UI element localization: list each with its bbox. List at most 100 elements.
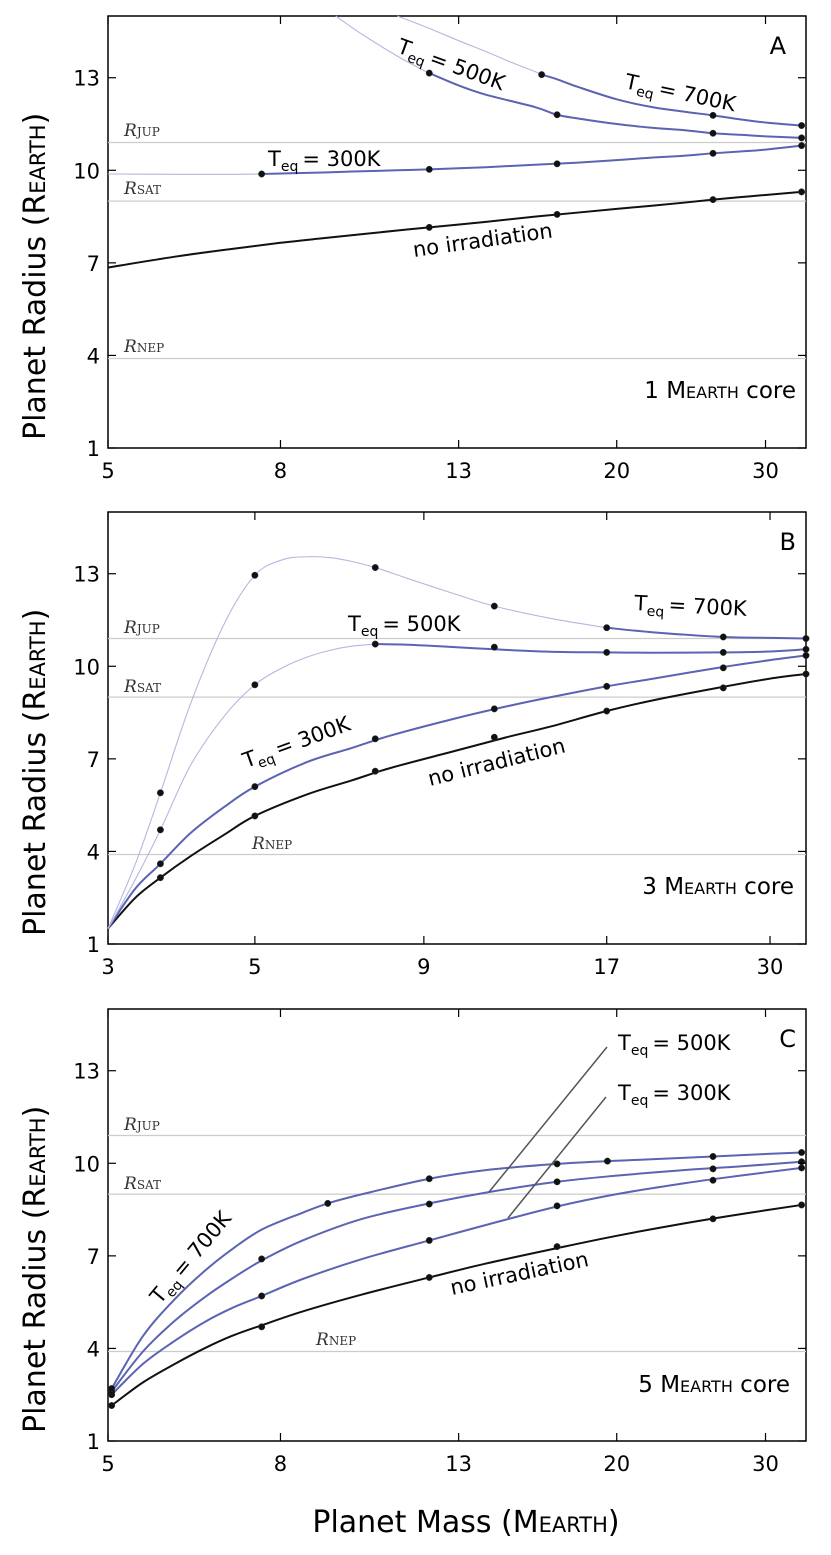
panel-c-teq-500k-point xyxy=(425,1200,433,1208)
panel-c-x-tick-label: 8 xyxy=(274,1452,287,1476)
panel-b-y-axis-title: Planet Radius (REARTH) xyxy=(18,609,53,936)
panel-a-teq-500k-thin-curve xyxy=(335,15,430,74)
panel-c-teq-700k-curve xyxy=(110,1151,802,1390)
panel-b-no-irradiation-point xyxy=(802,670,810,678)
panel-b-teq-700k-curve xyxy=(606,626,807,640)
panel-a-x-tick-label: 30 xyxy=(752,459,779,483)
panel-b-teq-500k-point xyxy=(251,681,259,689)
panel-c-y-axis-title: Planet Radius (REARTH) xyxy=(18,1106,53,1433)
panel-b-no-irradiation-point xyxy=(156,874,164,882)
panel-b-rsat-label: RSAT xyxy=(123,677,161,697)
panel-a-teq-700k-point xyxy=(798,122,806,129)
panel-c-y-tick-label: 7 xyxy=(87,1245,100,1269)
panel-c-ticks: 5 8 13 20 30 1 4 7 10 13 xyxy=(73,1009,806,1476)
panel-a-teq300-label: Teq = 300K xyxy=(267,147,382,175)
panel-b-teq-700k-point xyxy=(719,633,727,641)
panel-b-teq-500k-point xyxy=(802,645,810,653)
panel-a-teq-500k-curve xyxy=(428,72,802,139)
panel-a-no-irradiation-point xyxy=(798,188,806,196)
panel-c-x-tick-label: 13 xyxy=(445,1452,472,1476)
panel-b-teq-500k-curve xyxy=(375,643,807,654)
panel-b-no-irradiation-point xyxy=(371,767,379,775)
panel-c-teq-700k-point xyxy=(798,1149,806,1156)
panel-b-teq500-label: Teq = 500K xyxy=(347,612,462,640)
panel-a-x-tick-label: 13 xyxy=(445,459,472,483)
panel-a-teq500-label: Teq= 500K xyxy=(392,34,509,100)
panel-c-teq300-leader-line xyxy=(507,1096,607,1219)
panel-b-teq-700k-point xyxy=(156,789,164,797)
panel-b-teq-300k-point xyxy=(719,664,727,672)
panel-c-teq-300k-point xyxy=(798,1164,806,1172)
panel-b-teq-700k-point xyxy=(251,571,259,579)
panel-b-noirr-label: no irradiation xyxy=(425,734,567,791)
panel-b-teq-300k-point xyxy=(802,652,810,659)
panel-b-teq-500k-point xyxy=(719,648,727,656)
panel-b-x-tick-label: 17 xyxy=(593,955,620,979)
panel-b-teq-300k-curve xyxy=(107,654,807,930)
panel-a-ticks: 5 8 13 20 30 1 4 7 10 13 xyxy=(73,16,806,483)
panel-b-teq-500k-point xyxy=(156,826,164,834)
panel-c-teq-500k-point xyxy=(258,1255,266,1263)
panel-b-ticks: 3 5 9 17 30 1 4 7 10 13 xyxy=(73,512,806,979)
panel-a-teq-500k-point xyxy=(553,111,561,119)
panel-b-frame xyxy=(107,511,807,945)
panel-a-teq700-label: Teq= 700K xyxy=(621,69,739,120)
panel-b-x-tick-label: 9 xyxy=(417,955,430,979)
panel-b-y-tick-label: 10 xyxy=(73,655,100,679)
panel-c-x-tick-label: 5 xyxy=(101,1452,114,1476)
panel-b-teq-700k-point xyxy=(802,635,810,642)
panel-c-noirr-label: no irradiation xyxy=(448,1247,591,1300)
panel-c-y-tick-label: 1 xyxy=(87,1430,100,1454)
panel-c-no-irradiation-point xyxy=(258,1323,266,1331)
panel-a-teq-500k-point xyxy=(709,129,717,137)
panel-a-letter: A xyxy=(770,32,787,60)
panel-a: 5 8 13 20 30 1 4 7 10 13 A 1 MEARTH core RJUP RSA… xyxy=(73,15,807,483)
panel-a-y-tick-label: 1 xyxy=(87,437,100,461)
panel-c-teq-300k-point xyxy=(709,1176,717,1184)
panel-b-teq-300k-point xyxy=(490,705,498,713)
panel-a-noirr-label: no irradiation xyxy=(411,219,554,262)
panel-c-reference-lines xyxy=(108,1134,806,1353)
panel-c-teq-300k-point xyxy=(258,1292,266,1300)
panel-c-frame xyxy=(107,1008,807,1442)
panel-a-y-tick-label: 4 xyxy=(87,344,100,368)
panel-c-y-tick-label: 13 xyxy=(73,1060,100,1084)
panel-c-no-irradiation-point xyxy=(798,1201,806,1209)
panel-b-reference-lines xyxy=(108,637,806,856)
panel-a-no-irradiation-point xyxy=(553,210,561,218)
panel-c-rnep-label: RNEP xyxy=(315,1330,356,1350)
panel-c-teq-700k-point xyxy=(108,1385,116,1392)
panel-b-no-irradiation-point xyxy=(719,684,727,692)
panel-b-teq-500k-point xyxy=(490,643,498,651)
panel-c-curves xyxy=(108,1149,806,1409)
panel-b-y-tick-label: 4 xyxy=(87,840,100,864)
panel-a-teq-500k-point xyxy=(798,134,806,142)
panel-b-teq-700k-point xyxy=(490,602,498,610)
panel-b-no-irradiation-point xyxy=(603,707,611,715)
panel-c-teq-500k-curve xyxy=(110,1160,802,1393)
panel-a-y-tick-label: 10 xyxy=(73,159,100,183)
panel-b-x-tick-label: 5 xyxy=(248,955,261,979)
panel-b-y-tick-label: 1 xyxy=(87,933,100,957)
panel-b-x-tick-label: 30 xyxy=(757,955,784,979)
panel-a-y-tick-label: 7 xyxy=(87,252,100,276)
panel-c-x-tick-label: 20 xyxy=(603,1452,630,1476)
panel-c-teq-300k-curve xyxy=(110,1166,802,1396)
panel-b: 3 5 9 17 30 1 4 7 10 13 B 3 MEARTH core RJUP RSAT… xyxy=(73,511,810,979)
panel-a-rsat-label: RSAT xyxy=(123,179,161,199)
panel-a-rjup-label: RJUP xyxy=(123,121,160,141)
panel-b-teq-500k-point xyxy=(371,640,379,648)
panel-c: 5 8 13 20 30 1 4 7 10 13 C 5 MEARTH core RJUP RSA… xyxy=(73,1008,807,1476)
panel-c-teq700-label: Teq= 700K xyxy=(145,1206,240,1312)
panel-a-y-tick-label: 13 xyxy=(73,67,100,91)
panel-a-frame xyxy=(107,15,807,449)
panel-c-teq-700k-point xyxy=(425,1175,433,1183)
panel-c-teq-500k-point xyxy=(798,1158,806,1166)
panel-b-core-label: 3 MEARTH core xyxy=(642,874,794,900)
panel-b-teq700-label: Teq = 700K xyxy=(633,591,749,625)
x-axis-title: Planet Mass (MEARTH) xyxy=(312,1505,619,1540)
panel-b-teq-700k-point xyxy=(371,564,379,571)
panel-b-no-irradiation-curve xyxy=(107,673,807,930)
panel-b-teq-300k-point xyxy=(603,682,611,690)
